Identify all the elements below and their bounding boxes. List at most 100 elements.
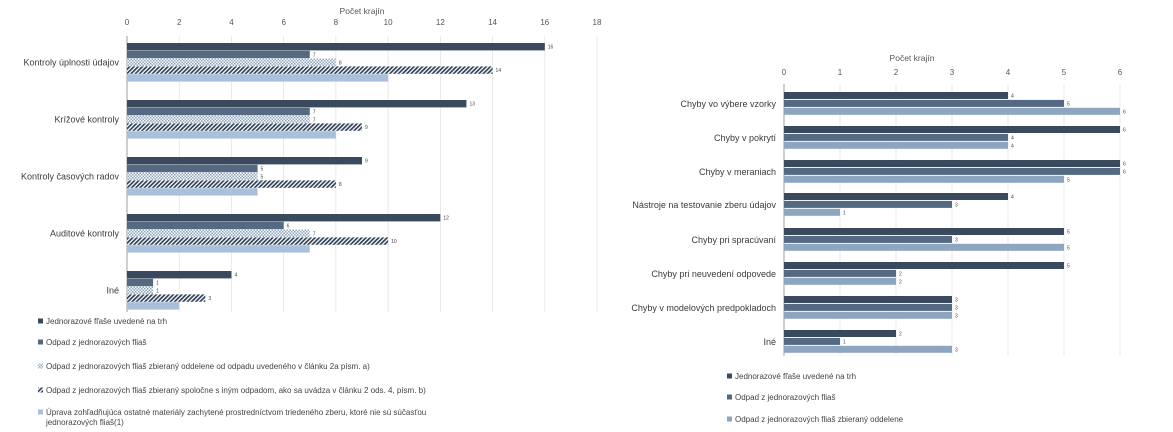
- data-label: 7: [313, 53, 316, 59]
- bar: [127, 286, 154, 294]
- bar: [784, 126, 1120, 133]
- bar: [127, 115, 310, 123]
- legend-label: Odpad z jednorazových fliaš: [46, 338, 147, 347]
- x-tick-label: 2: [177, 18, 182, 27]
- data-label: 1: [156, 281, 159, 287]
- bar: [784, 141, 1008, 149]
- data-label: 2: [899, 332, 902, 338]
- data-label: 3: [208, 296, 211, 302]
- category-label: Iné: [106, 286, 119, 296]
- legend-label: Úprava zohľadňujúca ostatné materiály za…: [45, 408, 426, 427]
- x-tick-label: 6: [1118, 68, 1123, 77]
- data-label: 5: [1067, 245, 1070, 251]
- bar: [127, 58, 336, 66]
- category-label: Chyby pri spracúvaní: [691, 235, 776, 245]
- x-tick-label: 10: [384, 18, 393, 27]
- bar: [127, 245, 310, 253]
- data-label: 4: [1011, 135, 1014, 141]
- bar: [127, 294, 206, 302]
- x-axis-title: Počet krajín: [890, 53, 935, 63]
- data-label: 9: [365, 159, 368, 165]
- x-tick-label: 2: [894, 68, 899, 77]
- category-label: Chyby vo výbere vzorky: [680, 99, 776, 109]
- category-label: Chyby pri neuvedení odpovede: [651, 269, 776, 279]
- bar: [784, 277, 896, 285]
- data-label: 9: [365, 125, 368, 131]
- bar: [784, 337, 840, 345]
- data-label: 5: [1067, 264, 1070, 270]
- bar: [784, 269, 896, 277]
- data-label: 10: [391, 239, 397, 245]
- bar: [127, 107, 310, 116]
- category-label: Nástroje na testovanie zberu údajov: [632, 200, 776, 210]
- category-label: Auditové kontroly: [50, 229, 120, 239]
- bar: [784, 167, 1120, 175]
- bar: [784, 262, 1064, 269]
- x-tick-label: 18: [593, 18, 602, 27]
- data-label: 8: [339, 60, 342, 66]
- data-label: 3: [955, 298, 958, 304]
- data-label: 7: [313, 231, 316, 237]
- data-label: 8: [339, 182, 342, 188]
- bar: [127, 66, 493, 74]
- category-label: Chyby v pokrytí: [714, 133, 777, 143]
- bar: [784, 330, 896, 337]
- bar: [784, 208, 840, 216]
- data-label: 5: [261, 167, 264, 173]
- legend-swatch: [38, 409, 43, 415]
- bar: [784, 193, 1008, 200]
- bar: [784, 228, 1064, 235]
- data-label: 4: [1011, 94, 1014, 100]
- legend-swatch: [727, 416, 732, 422]
- bar: [127, 302, 180, 310]
- bar: [784, 296, 952, 303]
- x-tick-label: 1: [838, 68, 843, 77]
- data-label: 1: [843, 339, 846, 345]
- bar: [127, 221, 284, 230]
- data-label: 6: [1123, 169, 1126, 175]
- data-label: 13: [469, 102, 475, 108]
- legend-label: Odpad z jednorazových fliaš zbieraný odd…: [46, 362, 370, 371]
- data-label: 5: [1067, 230, 1070, 236]
- data-label: 4: [234, 273, 237, 279]
- data-label: 6: [287, 224, 290, 230]
- x-tick-label: 6: [281, 18, 286, 27]
- bar: [784, 99, 1064, 107]
- data-label: 6: [1123, 109, 1126, 115]
- data-label: 14: [496, 68, 502, 74]
- data-label: 3: [955, 237, 958, 243]
- data-label: 7: [313, 110, 316, 116]
- data-label: 3: [955, 313, 958, 319]
- bar: [127, 214, 441, 222]
- bar: [127, 157, 362, 165]
- legend-label: Jednorazové fľaše uvedené na trh: [735, 372, 856, 381]
- bar: [127, 278, 154, 287]
- bar: [784, 303, 952, 311]
- bar: [784, 92, 1008, 99]
- bar: [127, 172, 258, 180]
- data-label: 4: [1011, 195, 1014, 201]
- bar: [127, 123, 362, 131]
- x-tick-label: 0: [125, 18, 130, 27]
- bar: [784, 175, 1064, 183]
- data-label: 6: [1123, 128, 1126, 134]
- x-tick-label: 8: [334, 18, 339, 27]
- data-label: 12: [443, 216, 449, 222]
- data-label: 3: [955, 305, 958, 311]
- x-tick-label: 12: [436, 18, 445, 27]
- x-tick-label: 14: [488, 18, 497, 27]
- bar: [127, 164, 258, 173]
- bar: [127, 100, 467, 108]
- bar: [784, 311, 952, 319]
- x-tick-label: 4: [1006, 68, 1011, 77]
- legend-label: Odpad z jednorazových fliaš: [735, 393, 836, 402]
- data-label: 6: [1123, 162, 1126, 168]
- legend-swatch: [38, 387, 43, 393]
- legend-swatch: [727, 394, 732, 400]
- x-tick-label: 4: [229, 18, 234, 27]
- data-label: 1: [843, 210, 846, 216]
- x-tick-label: 3: [950, 68, 955, 77]
- bar: [784, 345, 952, 353]
